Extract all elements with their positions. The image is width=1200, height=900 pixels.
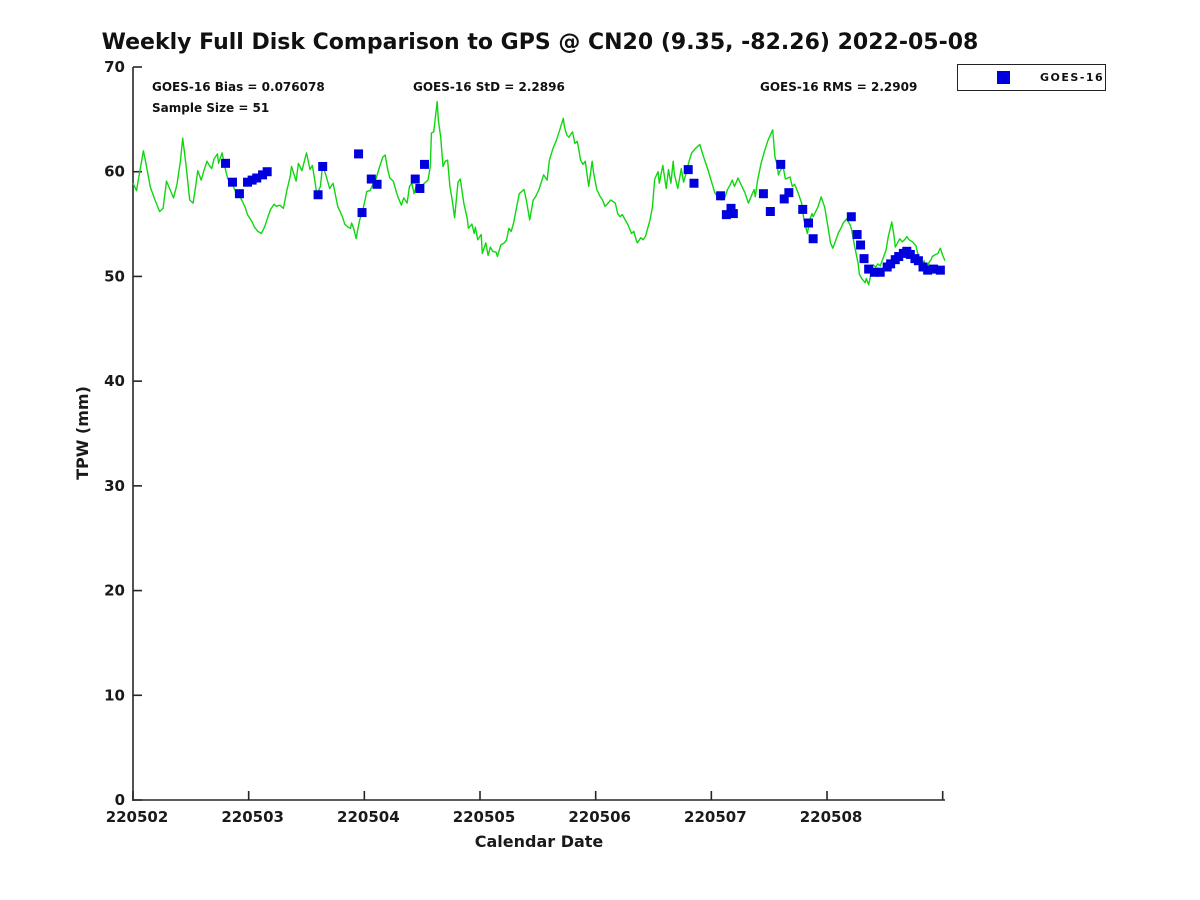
goes16-marker (689, 178, 699, 188)
stat-bias: GOES-16 Bias = 0.076078 (152, 80, 325, 94)
goes16-marker (227, 177, 237, 187)
goes16-marker (928, 264, 938, 274)
goes16-marker (886, 259, 896, 269)
goes16-marker (415, 183, 425, 193)
goes16-marker (846, 212, 856, 222)
legend-label: GOES-16 (1040, 71, 1105, 84)
goes16-marker (728, 209, 738, 219)
goes16-marker (918, 262, 928, 272)
y-tick-label: 30 (104, 477, 125, 495)
stat-sample-size: Sample Size = 51 (152, 101, 270, 115)
goes16-marker (765, 207, 775, 217)
y-axis-label: TPW (mm) (73, 386, 92, 480)
goes16-marker (935, 265, 945, 275)
goes16-marker (856, 240, 866, 250)
stat-rms: GOES-16 RMS = 2.2909 (760, 80, 918, 94)
goes16-legend-marker-icon (997, 71, 1010, 84)
stat-std: GOES-16 StD = 2.2896 (413, 80, 565, 94)
x-tick-label: 220507 (684, 808, 747, 826)
goes16-marker (258, 170, 268, 180)
x-tick-label: 220502 (106, 808, 169, 826)
goes16-marker (419, 159, 429, 169)
goes16-marker (875, 267, 885, 277)
x-axis-label: Calendar Date (475, 832, 604, 851)
y-tick-label: 70 (104, 58, 125, 76)
x-tick-label: 220506 (568, 808, 631, 826)
goes16-marker (247, 175, 257, 185)
goes16-marker (798, 204, 808, 214)
y-tick-label: 60 (104, 163, 125, 181)
goes16-marker (721, 210, 731, 220)
goes16-marker (318, 161, 328, 171)
gps-line-series (132, 100, 946, 286)
goes16-marker (804, 218, 814, 228)
goes16-marker (784, 188, 794, 198)
y-tick-label: 20 (104, 582, 125, 600)
legend[interactable]: GOES-16 (957, 64, 1106, 91)
y-tick-label: 10 (104, 686, 125, 704)
goes16-marker (354, 149, 364, 159)
goes16-marker (372, 179, 382, 189)
goes16-marker (243, 177, 253, 187)
goes16-marker (716, 191, 726, 201)
goes16-marker (869, 267, 879, 277)
goes16-marker (905, 249, 915, 259)
goes16-marker (366, 174, 376, 184)
goes16-marker (913, 256, 923, 266)
goes16-marker (726, 203, 736, 213)
goes16-marker (410, 174, 420, 184)
goes16-marker (859, 254, 869, 264)
goes16-marker (357, 208, 367, 218)
goes16-marker (683, 165, 693, 175)
chart-title: Weekly Full Disk Comparison to GPS @ CN2… (101, 30, 979, 55)
goes16-marker (808, 234, 818, 244)
goes16-marker (262, 167, 272, 177)
goes16-marker (221, 158, 231, 168)
goes16-marker (864, 264, 874, 274)
x-tick-label: 220504 (337, 808, 400, 826)
y-tick-label: 50 (104, 267, 125, 285)
goes16-marker (313, 190, 323, 200)
x-tick-label: 220503 (221, 808, 284, 826)
x-tick-label: 220505 (453, 808, 516, 826)
y-tick-label: 0 (115, 791, 125, 809)
goes16-marker (779, 194, 789, 204)
goes16-marker (894, 252, 904, 262)
goes16-marker (852, 230, 862, 240)
goes16-marker (252, 173, 262, 183)
goes16-marker (234, 189, 244, 199)
goes16-marker (776, 159, 786, 169)
y-tick-label: 40 (104, 372, 125, 390)
goes16-marker (923, 265, 933, 275)
x-tick-label: 220508 (800, 808, 863, 826)
goes16-marker (758, 189, 768, 199)
